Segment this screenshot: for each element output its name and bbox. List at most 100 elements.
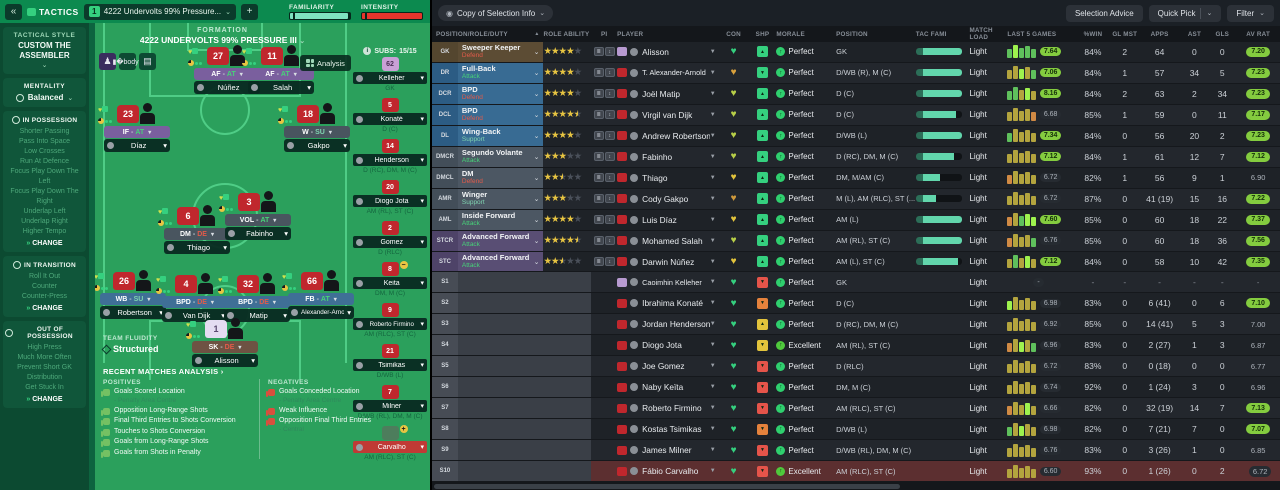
column-header-av-rat[interactable]: AV RAT <box>1246 30 1270 38</box>
instruction-item[interactable]: Shorter Passing <box>19 128 70 135</box>
pitch-player-robertson[interactable]: ♥ 26 WB - SU▾ Robertson ▾ <box>95 270 166 319</box>
sub-name-dropdown[interactable]: Roberto Firmino ▾ <box>353 318 427 330</box>
player-name-dropdown[interactable]: Thiago ▾ <box>164 241 230 254</box>
player-name-dropdown[interactable]: Fabinho ▾ <box>225 227 291 240</box>
player-cell[interactable]: Joël Matip ▼ <box>617 84 719 104</box>
player-role-dropdown[interactable]: FB - AT ▾ <box>288 293 354 305</box>
role-duty-cell[interactable]: Full-Back Attack <box>457 62 530 83</box>
squad-row-f-bio-carvalho[interactable]: S10 Fábio Carvalho ▼ ♥ ▼ ↑ Excellent AM (RLC), … <box>432 461 1280 483</box>
squad-row-fabinho[interactable]: DMCR Segundo Volante Attack ⌄ ★★★★★ ≣ ↕ Fabinho… <box>432 146 1280 168</box>
pitch-player-van-dijk[interactable]: ♥ 4 BPD - DE▾ Van Dijk ▾ <box>156 273 228 322</box>
player-cell[interactable]: Alisson ▼ <box>617 42 719 62</box>
player-role-dropdown[interactable]: AF - AT ▾ <box>248 68 314 80</box>
quick-pick-button[interactable]: Quick Pick ⌄ <box>1148 4 1222 22</box>
squad-row-kostas-tsimikas[interactable]: S8 Kostas Tsimikas ▼ ♥ ▼ ↑ Perfect D/WB (L) Ligh… <box>432 419 1280 441</box>
pitch-player-fabinho[interactable]: ♥ 3 VOL - AT ▾ Fabinho ▾ <box>219 191 291 240</box>
formation-name-dropdown[interactable]: 4222 UNDERVOLTS 99% PRESSURE III ⌄ <box>139 35 306 45</box>
player-cell[interactable]: Caoimhin Kelleher ▼ <box>617 272 719 292</box>
player-cell[interactable]: Cody Gakpo ▼ <box>617 189 719 209</box>
instruction-item[interactable]: Pass Into Space <box>19 138 70 145</box>
squad-row-luis-d-az[interactable]: AML Inside Forward Attack ⌄ ★★★★★ ≣ ↕ Luis Díaz… <box>432 209 1280 231</box>
instruction-item[interactable]: Focus Play Down The Right <box>10 188 79 205</box>
column-header-con[interactable]: CON <box>726 30 741 38</box>
column-header-position[interactable]: POSITION <box>836 30 868 38</box>
scrollbar-thumb[interactable] <box>434 483 901 489</box>
pitch-player-n-ez[interactable]: ♥ 27 AF - AT▾ Núñez ▾ <box>188 45 260 94</box>
player-cell[interactable]: Jordan Henderson ▼ <box>617 314 719 334</box>
player-name-dropdown[interactable]: Salah ▾ <box>248 81 314 94</box>
player-cell[interactable]: Luis Díaz ▼ <box>617 210 719 230</box>
pi-cell[interactable]: ≣ ↕ <box>591 189 617 209</box>
player-role-dropdown[interactable]: BPD - DE ▾ <box>162 296 228 308</box>
player-name-dropdown[interactable]: Gakpo ▾ <box>284 139 350 152</box>
chevron-down-icon[interactable]: ⌄ <box>529 209 544 230</box>
role-duty-cell[interactable]: Advanced Forward Attack <box>457 230 530 251</box>
filter-button[interactable]: Filter ⌄ <box>1227 4 1274 22</box>
chevron-down-icon[interactable]: ⌄ <box>529 188 544 209</box>
kit-view-button[interactable]: ▤ <box>139 53 156 70</box>
pi-cell[interactable]: ≣ ↕ <box>591 63 617 83</box>
sub-name-dropdown[interactable]: Henderson ▾ <box>353 154 427 166</box>
pi-cell[interactable]: ≣ ↕ <box>591 84 617 104</box>
back-button[interactable]: « <box>5 3 22 20</box>
player-role-dropdown[interactable]: VOL - AT ▾ <box>225 214 291 226</box>
chevron-down-icon[interactable]: ⌄ <box>529 125 544 146</box>
player-cell[interactable]: Kostas Tsimikas ▼ <box>617 419 719 439</box>
chevron-down-icon[interactable]: ⌄ <box>529 62 544 83</box>
instruction-item[interactable]: Focus Play Down The Left <box>10 168 79 185</box>
pi-cell[interactable]: ≣ ↕ <box>591 252 617 272</box>
pi-cell[interactable]: ≣ ↕ <box>591 126 617 146</box>
tactic-tab[interactable]: 1 4222 Undervolts 99% Pressure... ⌄ <box>83 3 236 20</box>
mentality-select[interactable]: Balanced ⌄ <box>5 93 84 102</box>
stats-view-button[interactable]: ▮�body▮ <box>112 53 143 70</box>
pitch-player-matip[interactable]: ♥ 32 BPD - DE ▾ Matip ▾ <box>218 273 290 322</box>
role-duty-cell[interactable]: Wing-Back Support <box>457 125 530 146</box>
column-header-pi[interactable]: PI <box>601 30 608 38</box>
chevron-down-icon[interactable]: ⌄ <box>529 146 544 167</box>
column-header-match-load[interactable]: MATCH LOAD <box>969 27 993 41</box>
sub-name-dropdown[interactable]: Gomez ▾ <box>353 236 427 248</box>
pi-cell[interactable]: ≣ ↕ <box>591 105 617 125</box>
squad-row-james-milner[interactable]: S9 James Milner ▼ ♥ ▼ ↑ Perfect D/WB (RL), DM, … <box>432 440 1280 462</box>
sub-name-dropdown[interactable]: Kelleher ▾ <box>353 72 427 84</box>
role-duty-cell[interactable]: Winger Support <box>457 188 530 209</box>
role-duty-cell[interactable]: Inside Forward Attack <box>457 209 530 230</box>
pi-cell[interactable]: ≣ ↕ <box>591 231 617 251</box>
chevron-down-icon[interactable]: ⌄ <box>529 167 544 188</box>
player-cell[interactable]: Mohamed Salah ▼ <box>617 231 719 251</box>
player-name-dropdown[interactable]: Matip ▾ <box>224 309 290 322</box>
role-duty-cell[interactable]: Segundo Volante Attack <box>457 146 530 167</box>
column-header-gls[interactable]: GLS <box>1215 30 1230 38</box>
player-role-dropdown[interactable]: IF - AT ▾ <box>104 126 170 138</box>
pitch-player-thiago[interactable]: ♥ 6 DM - DE ▾ Thiago ▾ <box>158 205 230 254</box>
player-name-dropdown[interactable]: Van Dijk ▾ <box>162 309 228 322</box>
instruction-item[interactable]: Underlap Left <box>23 208 66 215</box>
player-cell[interactable]: Andrew Robertson ▼ <box>617 126 719 146</box>
sub-name-dropdown[interactable]: Carvalho ▾ <box>353 441 427 453</box>
pi-cell[interactable]: ≣ ↕ <box>591 168 617 188</box>
player-cell[interactable]: Naby Keïta ▼ <box>617 377 719 397</box>
player-cell[interactable]: Fabinho ▼ <box>617 147 719 167</box>
role-duty-cell[interactable]: DM Defend <box>457 167 530 188</box>
instruction-item[interactable]: Higher Tempo <box>22 228 67 235</box>
sub-name-dropdown[interactable]: Tsimikas ▾ <box>353 359 427 371</box>
instruction-item[interactable]: High Press <box>27 344 62 351</box>
squad-row-alisson[interactable]: GK Sweeper Keeper Defend ⌄ ★★★★★ ≣ ↕ Alisson ▼ ♥ ▲… <box>432 42 1280 63</box>
player-cell[interactable]: Ibrahima Konaté ▼ <box>617 293 719 313</box>
squad-row-andrew-robertson[interactable]: DL Wing-Back Support ⌄ ★★★★★ ≣ ↕ Andrew Roberts… <box>432 125 1280 147</box>
squad-row-caoimhin-kelleher[interactable]: S1 Caoimhin Kelleher ▼ ♥ ▼ ↑ Perfect GK Light - - -… <box>432 272 1280 294</box>
column-header-player[interactable]: PLAYER <box>617 30 644 38</box>
squad-row-roberto-firmino[interactable]: S7 Roberto Firmino ▼ ♥ ▼ ↑ Perfect AM (RLC), ST… <box>432 398 1280 420</box>
instruction-item[interactable]: Counter-Press <box>21 293 68 300</box>
column-header-tac-fam[interactable]: TAC FAMI <box>915 30 947 38</box>
squad-row-naby-ke-ta[interactable]: S6 Naby Keïta ▼ ♥ ▼ ↑ Perfect DM, M (C) Light 6.7… <box>432 377 1280 399</box>
column-header-shp[interactable]: SHP <box>755 30 770 38</box>
add-tactic-button[interactable]: + <box>240 3 258 20</box>
change-button[interactable]: » CHANGE <box>5 305 84 312</box>
player-name-dropdown[interactable]: Robertson ▾ <box>100 306 166 319</box>
role-duty-cell[interactable]: BPD Defend <box>457 104 530 125</box>
player-cell[interactable]: Roberto Firmino ▼ <box>617 398 719 418</box>
role-duty-cell[interactable]: BPD Defend <box>457 83 530 104</box>
